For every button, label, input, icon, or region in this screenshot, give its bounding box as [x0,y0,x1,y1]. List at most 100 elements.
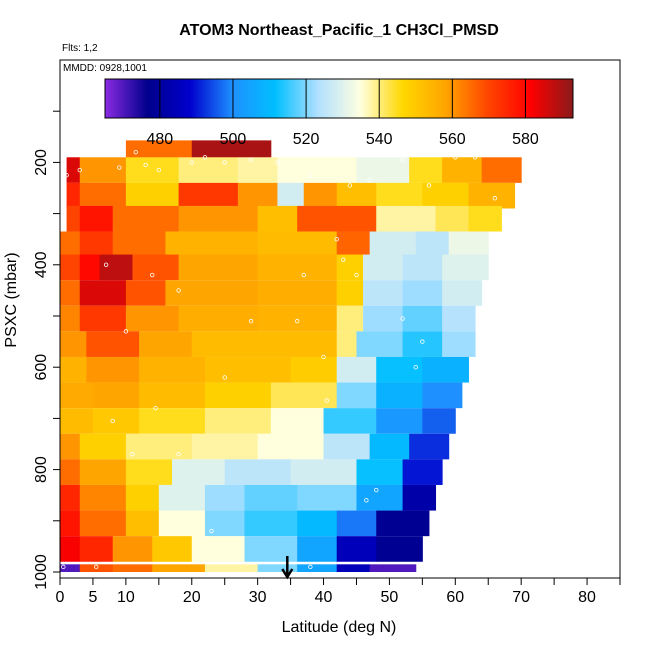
heatmap-cell [442,331,476,357]
heatmap-band [60,510,430,537]
observation-point [472,155,478,160]
heatmap-cell [158,510,206,537]
heatmap-cell [402,459,443,485]
heatmap-cell [125,140,193,163]
heatmap-cell [363,280,404,306]
observation-point [117,165,122,170]
observation-point [248,318,254,324]
heatmap-cell [92,382,140,409]
heatmap-cell [86,356,140,383]
observation-point [64,172,69,178]
heatmap-cell [376,356,423,383]
heatmap-cell [270,331,338,357]
observation-point [294,318,300,324]
heatmap-cell [270,382,338,409]
heatmap-cell [66,205,81,232]
heatmap-cell [92,408,140,434]
heatmap-cell [257,280,338,306]
heatmap-cell [376,182,423,209]
heatmap-cell [125,484,160,511]
heatmap-cell [79,484,127,511]
heatmap-cell [323,408,377,434]
heatmap-cell [277,182,305,209]
heatmap-cell [336,382,377,409]
colorbar-tick-label: 520 [293,131,320,148]
x-tick-label: 30 [249,589,267,606]
y-axis-label: PSXC (mbar) [3,252,20,347]
heatmap-cell [79,536,114,562]
heatmap-cell [336,231,371,258]
observation-point [321,147,326,152]
heatmap-cell [60,280,81,306]
heatmap-cell [402,484,437,511]
heatmap-cell [257,254,338,281]
heatmap-cell [237,182,278,209]
observation-point [77,167,82,173]
heatmap-band [60,564,417,572]
colorbar-ticks: 480 500 520 540 560 580 [146,79,539,148]
heatmap-band [60,408,456,434]
observation-point [156,167,162,173]
observation-point [420,339,425,344]
heatmap-cell [468,182,516,209]
heatmap-cell [442,280,483,306]
heatmap-cell [369,433,410,460]
heatmap-cell [270,408,325,434]
heatmap-cell [191,433,259,460]
heatmap-cell [356,157,410,183]
heatmap-cell [60,382,94,409]
flights-label: Flts: 1,2 [62,43,98,54]
heatmap-band [60,433,450,460]
heatmap-cell [376,382,423,409]
heatmap-cell [152,536,193,562]
heatmap-cell [402,305,443,332]
heatmap-band [66,205,502,232]
heatmap-cell [323,433,371,460]
heatmap-cell [369,231,417,258]
observation-point [110,418,115,424]
observation-point [176,452,181,457]
heatmap-cell [204,356,292,383]
heatmap-cell [158,484,206,511]
heatmap-cell [60,331,87,357]
heatmap-cell [79,280,127,306]
heatmap-cell [303,182,338,209]
observation-point [123,329,129,334]
heatmap-cell [257,305,338,332]
heatmap-cell [336,356,377,383]
heatmap-band [66,182,516,209]
heatmap-cell [442,157,483,183]
heatmap-band [60,331,476,357]
heatmap-cell [422,382,463,409]
x-tick-label: 50 [381,589,399,606]
heatmap-band [60,305,476,332]
heatmap-cell [376,408,423,434]
heatmap-cell [79,231,114,258]
heatmap-cell [60,356,87,383]
heatmap-cell [290,459,357,485]
heatmap-band [60,254,489,281]
heatmap-cell [139,356,206,383]
heatmap-cell [257,231,338,258]
heatmap-cell [376,205,437,232]
heatmap-cell [79,254,101,281]
heatmap-cell [125,305,180,332]
heatmap-cell [178,157,239,183]
x-tick-label: 40 [315,589,333,606]
heatmap-cell [60,510,81,537]
observation-point [275,160,280,165]
heatmap-cell [112,205,180,232]
observation-point [334,236,339,242]
heatmap-cell [79,510,127,537]
heatmap-cell [356,331,404,357]
x-axis-label: Latitude (deg N) [282,619,397,636]
colorbar-tick-label: 480 [146,131,173,148]
observation-point [364,498,369,503]
heatmap-cell [60,305,81,332]
heatmap-cell [422,182,469,209]
heatmap-band [60,459,443,485]
heatmap-cell [60,564,81,572]
heatmap-cell [125,510,160,537]
observation-point [367,178,372,183]
observation-point [248,157,254,163]
